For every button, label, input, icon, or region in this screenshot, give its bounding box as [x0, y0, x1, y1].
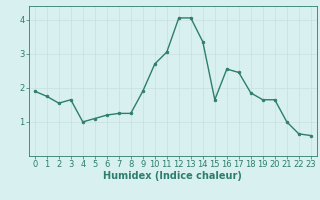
X-axis label: Humidex (Indice chaleur): Humidex (Indice chaleur) — [103, 171, 242, 181]
